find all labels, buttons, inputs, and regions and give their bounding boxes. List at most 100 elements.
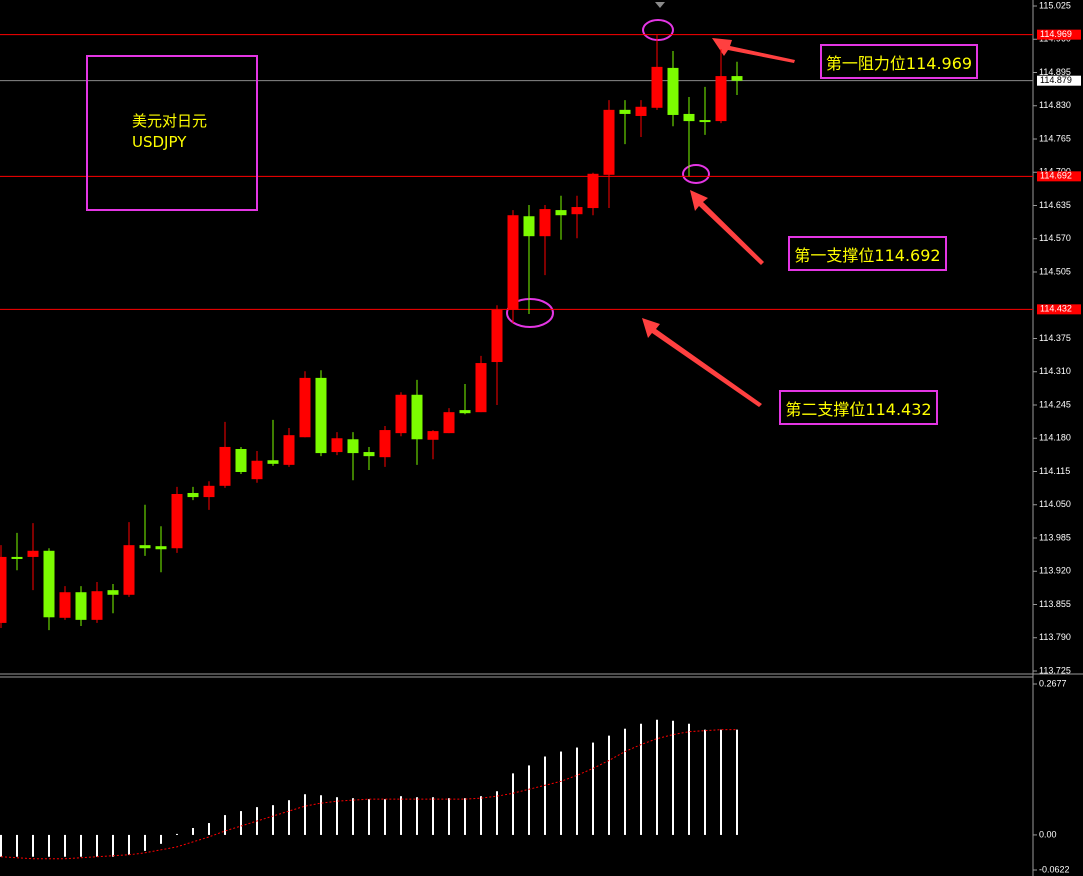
- osc-bar: [448, 798, 450, 835]
- osc-bar: [656, 719, 658, 835]
- osc-bar: [288, 800, 290, 835]
- candle-body: [411, 394, 423, 440]
- candle-body: [555, 210, 567, 216]
- candle-body: [427, 431, 439, 440]
- osc-bar: [80, 834, 82, 857]
- osc-bar: [704, 729, 706, 835]
- y-tick-label: 114.310: [1039, 366, 1071, 376]
- candle-body: [171, 494, 183, 549]
- candle-body: [459, 410, 471, 414]
- osc-bar: [16, 834, 18, 857]
- signal-line: [0, 729, 737, 860]
- osc-bar: [32, 834, 34, 857]
- candle-body: [619, 109, 631, 114]
- osc-bar: [720, 729, 722, 835]
- candle-body: [523, 216, 535, 237]
- candle-body: [59, 592, 71, 618]
- candle-body: [475, 363, 487, 413]
- price-level-tag: [1037, 29, 1081, 40]
- annotation: 第一支撑位114.692: [788, 236, 947, 271]
- y-tick-label: 114.765: [1039, 133, 1071, 143]
- candle-body: [267, 460, 279, 464]
- y-tick-label: 113.920: [1039, 566, 1071, 576]
- osc-bar: [208, 823, 210, 835]
- y-tick-label: 114.180: [1039, 433, 1071, 443]
- highlight-circle: [642, 19, 674, 41]
- candle-body: [491, 309, 503, 363]
- price-level-label: 114.692: [1040, 171, 1072, 181]
- osc-bar: [512, 773, 514, 835]
- y-tick-label: 114.505: [1039, 266, 1071, 276]
- osc-bar: [304, 794, 306, 835]
- y-tick-label: 0.00: [1039, 829, 1057, 839]
- highlight-circle: [682, 164, 710, 184]
- candle-body: [235, 448, 247, 473]
- candle-body: [379, 430, 391, 458]
- candle-body: [315, 377, 327, 454]
- symbol-title: 美元对日元: [132, 112, 208, 130]
- osc-bar: [688, 723, 690, 835]
- osc-bar: [416, 797, 418, 835]
- osc-bar: [608, 735, 610, 835]
- candle-body: [571, 207, 583, 215]
- y-tick-label: 114.570: [1039, 233, 1071, 243]
- osc-bar: [368, 799, 370, 835]
- annotation: 第一阻力位114.969: [820, 44, 978, 79]
- y-tick-label: 113.725: [1039, 665, 1071, 675]
- osc-bar: [464, 798, 466, 835]
- osc-bar: [496, 791, 498, 835]
- candle-body: [75, 592, 87, 620]
- candle-body: [587, 173, 599, 209]
- candle-body: [699, 120, 711, 123]
- candle-body: [715, 76, 727, 122]
- osc-bar: [480, 796, 482, 835]
- osc-bar: [336, 797, 338, 835]
- candle-body: [11, 556, 23, 559]
- candle-body: [667, 67, 679, 115]
- candle-body: [363, 452, 375, 457]
- osc-bar: [736, 729, 738, 835]
- candle-body: [443, 412, 455, 434]
- price-level-tag: [1037, 75, 1081, 86]
- osc-bar: [560, 751, 562, 835]
- y-tick-label: 113.985: [1039, 532, 1071, 542]
- osc-bar: [224, 815, 226, 835]
- candle-body: [0, 556, 7, 623]
- candle-body: [651, 66, 663, 108]
- candle-body: [283, 435, 295, 465]
- osc-bar: [128, 834, 130, 855]
- osc-bar: [640, 723, 642, 835]
- osc-bar: [576, 747, 578, 835]
- shift-marker: [655, 2, 665, 8]
- osc-bar: [0, 834, 2, 857]
- candle-body: [203, 485, 215, 498]
- candle-body: [331, 438, 343, 453]
- candle-body: [731, 76, 743, 81]
- osc-bar: [592, 742, 594, 835]
- annotation: 第二支撑位114.432: [779, 390, 938, 425]
- osc-bar: [624, 728, 626, 835]
- candle-body: [91, 591, 103, 620]
- symbol-code: USDJPY: [132, 133, 187, 151]
- osc-bar: [160, 834, 162, 844]
- osc-bar: [192, 827, 194, 835]
- candle-body: [123, 545, 135, 595]
- candle-body: [507, 215, 519, 310]
- y-tick-label: 114.635: [1039, 200, 1071, 210]
- price-level-tag: [1037, 171, 1081, 182]
- y-tick-label: 114.115: [1039, 466, 1070, 476]
- candle-body: [539, 209, 551, 237]
- osc-bar: [672, 720, 674, 835]
- arrow: [712, 38, 795, 63]
- candle-body: [139, 545, 151, 549]
- candle-body: [27, 550, 39, 557]
- osc-bar: [96, 834, 98, 857]
- y-tick-label: -0.0622: [1039, 864, 1070, 874]
- osc-bar: [48, 834, 50, 857]
- candle-body: [395, 394, 407, 434]
- y-tick-label: 114.245: [1039, 399, 1071, 409]
- candle-body: [299, 377, 311, 438]
- osc-bar: [320, 795, 322, 835]
